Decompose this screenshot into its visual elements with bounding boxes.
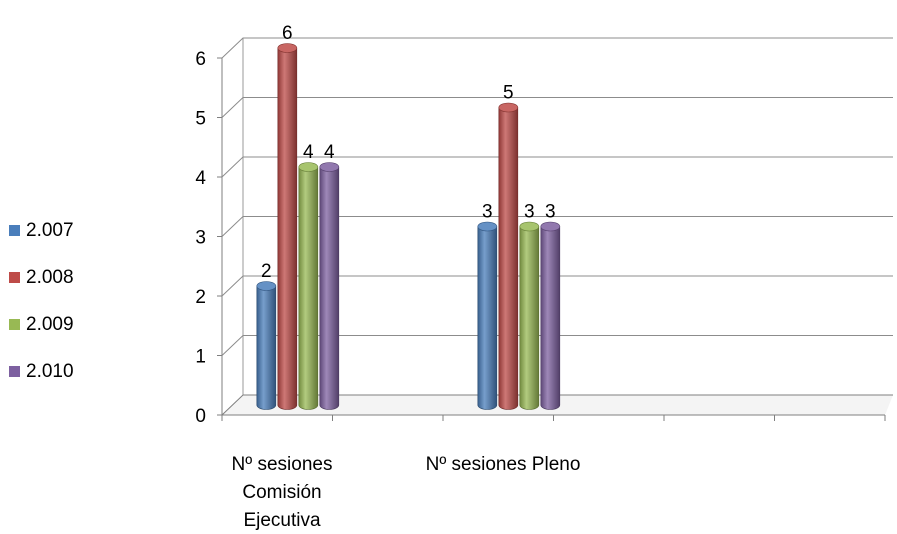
data-label: 5 xyxy=(503,83,514,104)
y-tick-label: 3 xyxy=(195,228,206,249)
bar-2.007-0 xyxy=(256,285,277,410)
gridline xyxy=(221,335,893,356)
bar-top-2.007-0 xyxy=(256,281,277,291)
bar-2.008-0 xyxy=(277,47,298,410)
bar-2.009-0 xyxy=(298,166,319,410)
gridline xyxy=(221,275,893,297)
legend-item: 2.008 xyxy=(9,254,74,301)
legend-item: 2.010 xyxy=(9,348,74,395)
legend-label: 2.010 xyxy=(26,360,74,382)
bar-top-2.007-1 xyxy=(477,221,498,232)
x-category-label: Nº sesiones xyxy=(232,454,333,475)
bar-2.007-1 xyxy=(477,226,498,410)
y-tick-label: 6 xyxy=(195,49,206,70)
gridline xyxy=(221,37,893,59)
bar-top-2.009-0 xyxy=(298,162,319,172)
gridline xyxy=(221,394,893,416)
bar-2.008-1 xyxy=(498,107,519,410)
x-category-label: Comisión xyxy=(242,482,321,503)
legend-swatch xyxy=(9,272,20,283)
x-axis-categories: Nº sesiones Comisión Ejecutiva Nº sesiones … xyxy=(232,454,581,531)
bars xyxy=(256,43,561,410)
legend-swatch xyxy=(9,319,20,330)
legend: 2.007 2.008 2.009 2.010 xyxy=(9,207,74,395)
y-tick-label: 4 xyxy=(195,168,206,189)
gridline xyxy=(221,97,893,118)
data-label: 2 xyxy=(261,261,272,282)
bar-2.009-1 xyxy=(519,226,540,410)
legend-item: 2.007 xyxy=(9,207,74,254)
bar-top-2.009-1 xyxy=(519,221,540,232)
data-label: 4 xyxy=(303,142,314,163)
gridline xyxy=(221,156,893,178)
legend-item: 2.009 xyxy=(9,301,74,348)
x-category-label: Nº sesiones Pleno xyxy=(426,454,581,475)
bar-top-2.008-1 xyxy=(498,102,519,113)
legend-label: 2.009 xyxy=(26,313,74,335)
legend-label: 2.008 xyxy=(26,266,74,288)
bar-top-2.008-0 xyxy=(277,43,298,53)
bar-2.010-0 xyxy=(319,166,340,410)
gridline xyxy=(221,216,893,237)
data-label: 3 xyxy=(524,202,535,223)
data-label: 6 xyxy=(282,23,293,44)
bar-top-2.010-0 xyxy=(319,162,340,172)
y-axis-ticks: 0 1 2 3 4 5 6 xyxy=(195,49,206,427)
data-label: 4 xyxy=(324,142,335,163)
data-label: 3 xyxy=(545,202,556,223)
bar-top-2.010-1 xyxy=(540,221,561,232)
legend-swatch xyxy=(9,225,20,236)
y-tick-label: 0 xyxy=(195,406,206,427)
y-tick-label: 1 xyxy=(195,347,206,368)
data-label: 3 xyxy=(482,202,493,223)
y-tick-label: 5 xyxy=(195,109,206,130)
y-tick-label: 2 xyxy=(195,287,206,308)
bar-2.010-1 xyxy=(540,226,561,410)
x-category-label: Ejecutiva xyxy=(243,510,321,531)
legend-swatch xyxy=(9,366,20,377)
legend-label: 2.007 xyxy=(26,219,74,241)
gridlines xyxy=(217,37,893,421)
